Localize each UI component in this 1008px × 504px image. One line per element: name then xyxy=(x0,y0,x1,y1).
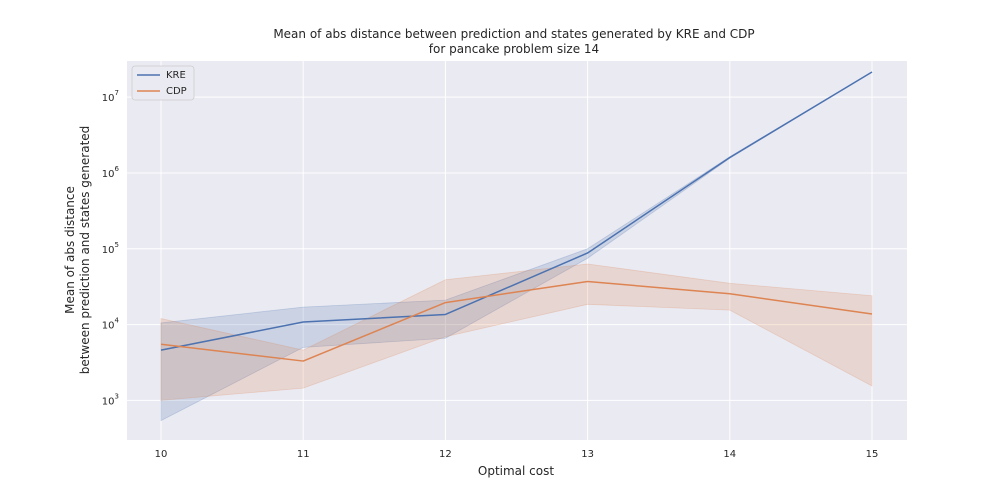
cdp-series-line xyxy=(160,280,873,362)
y-tick-label: 104 xyxy=(102,317,120,332)
y-axis-label-line1: Mean of abs distance xyxy=(63,186,77,314)
y-tick-label: 105 xyxy=(102,241,119,256)
y-axis-label-line2: between prediction and states generated xyxy=(78,126,92,375)
y-tick-labels: 103 104 105 106 107 xyxy=(102,89,120,407)
x-tick-labels: 10 11 12 13 14 15 xyxy=(155,449,879,460)
kre-series-line xyxy=(160,71,873,351)
legend-cdp-label: CDP xyxy=(166,86,187,97)
series-lines xyxy=(160,71,873,362)
x-tick-label: 10 xyxy=(155,449,168,460)
x-tick-label: 15 xyxy=(866,449,879,460)
y-tick-label: 103 xyxy=(102,392,119,407)
x-tick-label: 14 xyxy=(723,449,736,460)
x-tick-label: 11 xyxy=(297,449,310,460)
grid-lines xyxy=(127,61,907,440)
x-tick-label: 13 xyxy=(581,449,594,460)
plot-area xyxy=(127,61,907,440)
y-tick-label: 106 xyxy=(102,165,120,180)
chart-title: Mean of abs distance between prediction … xyxy=(273,27,754,41)
cdp-confidence-band xyxy=(160,263,873,401)
chart-subtitle: for pancake problem size 14 xyxy=(429,42,599,56)
x-axis-label: Optimal cost xyxy=(478,464,554,478)
y-tick-label: 107 xyxy=(102,89,119,104)
legend: KRE CDP xyxy=(131,65,195,101)
legend-kre-label: KRE xyxy=(166,70,186,81)
x-tick-label: 12 xyxy=(439,449,452,460)
